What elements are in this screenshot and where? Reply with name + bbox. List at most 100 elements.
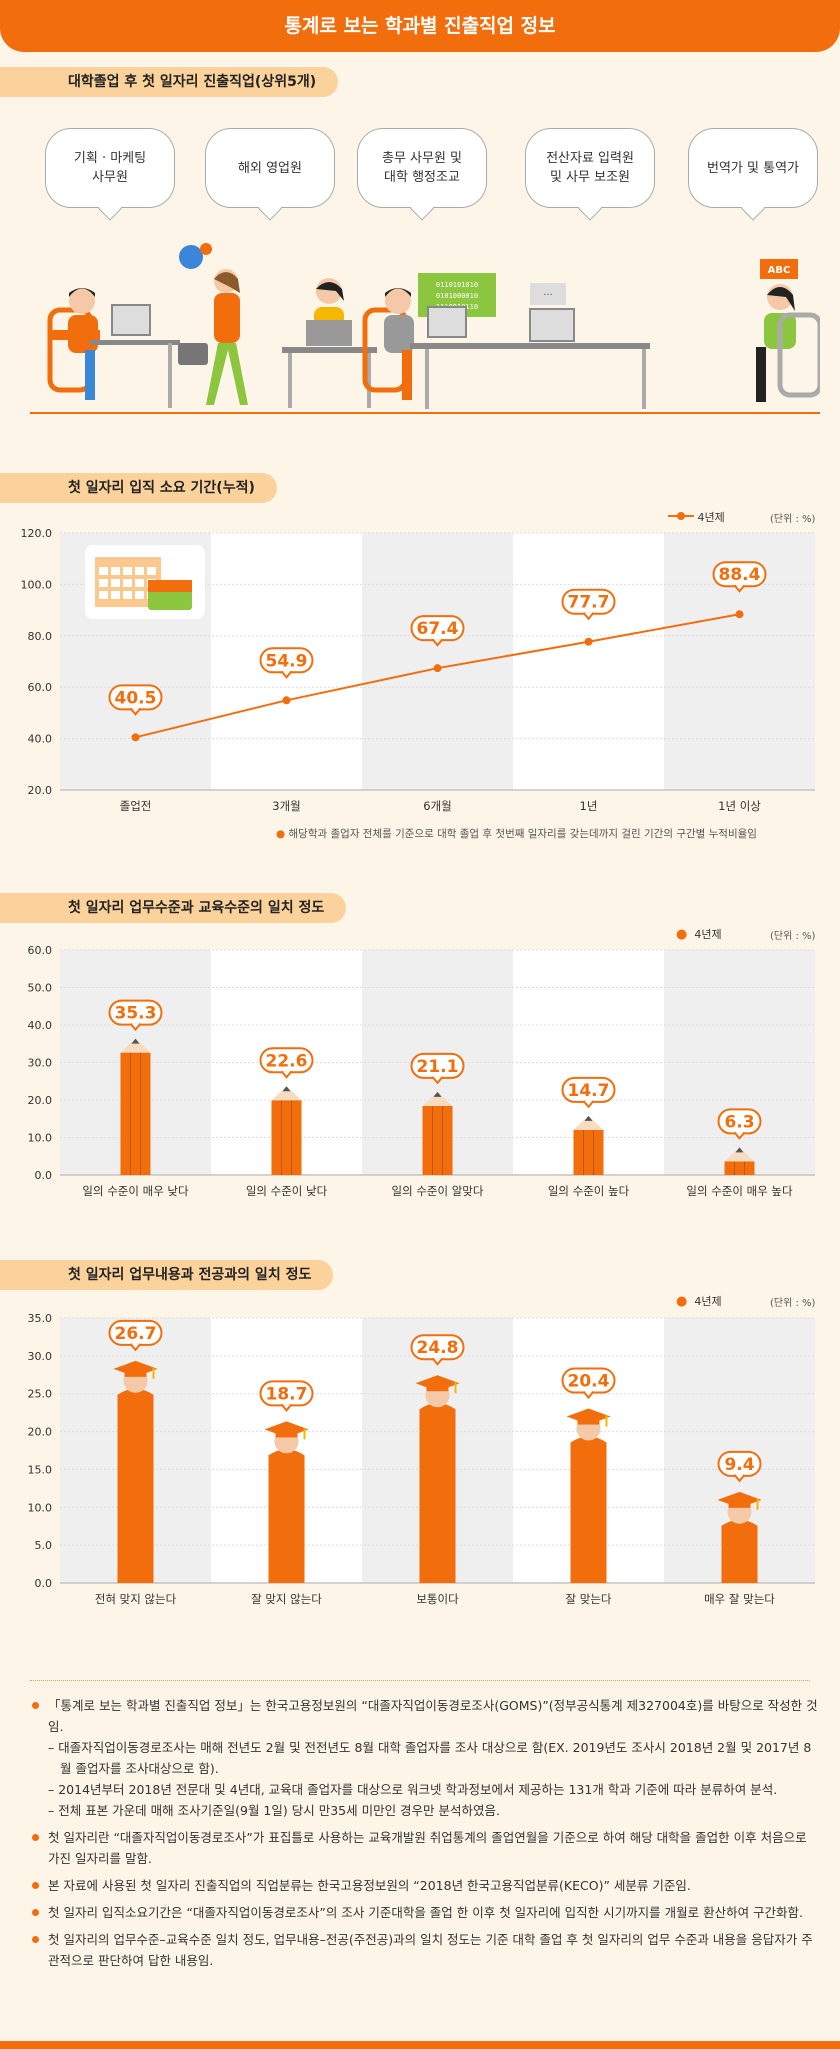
graduate-bar <box>113 1360 158 1583</box>
graduate-bar <box>717 1491 762 1583</box>
y-tick-label: 10.0 <box>28 1132 53 1145</box>
data-point <box>131 733 140 742</box>
x-tick-label: 잘 맞는다 <box>566 1592 612 1606</box>
job-bubble-4: 전산자료 입력원 및 사무 보조원 <box>525 128 655 208</box>
abc-badge: ABC <box>768 265 791 276</box>
note-text: 첫 일자리란 “대졸자직업이동경로조사”가 표집틀로 사용하는 교육개발원 취업… <box>48 1830 807 1866</box>
page-title: 통계로 보는 학과별 진출직업 정보 <box>0 0 840 52</box>
data-label-4: 6.3 <box>717 1108 762 1140</box>
data-label: 6.3 <box>724 1112 754 1132</box>
data-point <box>282 696 291 705</box>
y-tick-label: 40.0 <box>28 733 53 746</box>
note-item: 「통계로 보는 학과별 진출직업 정보」는 한국고용정보원의 “대졸자직업이동경… <box>30 1695 820 1821</box>
y-tick-label: 120.0 <box>21 527 53 540</box>
job-bubble-1: 기획 · 마케팅 사무원 <box>45 128 175 208</box>
data-point <box>433 664 442 673</box>
graduate-bar <box>566 1408 611 1583</box>
office-workers-illustration: 0110101010 0101000010 1110010110 ··· ABC <box>30 243 820 414</box>
y-tick-label: 20.0 <box>28 1426 53 1439</box>
data-label-3: 14.7 <box>561 1076 616 1109</box>
data-label: 18.7 <box>266 1384 308 1404</box>
note-text: 본 자료에 사용된 첫 일자리 진출직업의 직업분류는 한국고용정보원의 “20… <box>48 1878 691 1893</box>
y-tick-label: 30.0 <box>28 1057 53 1070</box>
binary-line-2: 0101000010 <box>436 292 478 300</box>
section-title-jobs: 대학졸업 후 첫 일자리 진출직업(상위5개) <box>0 67 339 97</box>
data-label: 88.4 <box>719 565 761 585</box>
legend-dot-icon: ● <box>676 927 688 942</box>
y-tick-label: 50.0 <box>28 982 53 995</box>
data-label: 77.7 <box>568 593 610 613</box>
data-label-0: 26.7 <box>108 1319 163 1352</box>
worker-icon-4: 0110101010 0101000010 1110010110 <box>362 273 650 409</box>
calendar-briefcase-icon <box>85 545 205 619</box>
x-tick-label: 일의 수준이 낮다 <box>246 1184 328 1198</box>
x-tick-label: 일의 수준이 매우 낮다 <box>82 1184 189 1198</box>
chart3-legend: ● 4년제 <box>676 1293 722 1309</box>
job-bubble-5: 번역가 및 통역가 <box>688 128 818 208</box>
y-tick-label: 0.0 <box>35 1169 53 1182</box>
y-tick-label: 60.0 <box>28 944 53 957</box>
y-tick-label: 5.0 <box>35 1539 53 1552</box>
chart1-unit: (단위 : %) <box>770 514 816 525</box>
data-label-2: 24.8 <box>410 1334 465 1366</box>
y-tick-label: 25.0 <box>28 1388 53 1401</box>
data-label: 54.9 <box>266 651 308 671</box>
legend-label: 4년제 <box>694 1295 722 1308</box>
data-label: 26.7 <box>115 1324 157 1344</box>
data-label-4: 88.4 <box>712 561 767 593</box>
data-label: 20.4 <box>568 1372 610 1392</box>
y-tick-label: 20.0 <box>28 784 53 797</box>
x-tick-label: 전혀 맞지 않는다 <box>95 1592 177 1606</box>
data-label: 9.4 <box>724 1455 754 1475</box>
data-label-3: 20.4 <box>561 1367 616 1400</box>
binary-line-1: 0110101010 <box>436 281 478 289</box>
note-subitem: – 2014년부터 2018년 전문대 및 4년대, 교육대 졸업자를 대상으로… <box>48 1782 778 1797</box>
data-label: 40.5 <box>115 688 157 708</box>
job-bubble-3: 총무 사무원 및 대학 행정조교 <box>357 128 487 208</box>
data-label-4: 9.4 <box>717 1450 762 1483</box>
section-title-chart2: 첫 일자리 업무수준과 교육수준의 일치 정도 <box>0 893 347 923</box>
note-text: 첫 일자리의 업무수준–교육수준 일치 정도, 업무내용–전공(주전공)과의 일… <box>48 1932 813 1968</box>
y-tick-label: 0.0 <box>35 1577 53 1590</box>
legend-dot-icon: ● <box>676 1294 688 1309</box>
worker-icon-5: ··· ABC <box>529 259 820 409</box>
legend-label: 4년제 <box>694 928 722 941</box>
data-label: 35.3 <box>115 1004 157 1024</box>
x-tick-label: 잘 맞지 않는다 <box>251 1592 322 1606</box>
data-point <box>735 610 744 619</box>
worker-icon-1 <box>47 288 180 408</box>
data-label-0: 40.5 <box>108 684 163 716</box>
band <box>513 533 664 790</box>
bottom-bar <box>0 2041 840 2049</box>
note-text: 첫 일자리 입직소요기간은 “대졸자직업이동경로조사”의 조사 기준대학을 졸업… <box>48 1905 804 1920</box>
y-tick-label: 20.0 <box>28 1094 53 1107</box>
note-item: 첫 일자리의 업무수준–교육수준 일치 정도, 업무내용–전공(주전공)과의 일… <box>30 1929 820 1971</box>
y-tick-label: 40.0 <box>28 1019 53 1032</box>
y-tick-label: 30.0 <box>28 1350 53 1363</box>
note-subitem: – 전체 표본 가운데 매해 조사기준일(9월 1일) 당시 만35세 미만인 … <box>48 1803 500 1818</box>
y-tick-label: 15.0 <box>28 1463 53 1476</box>
speech-dots: ··· <box>543 290 553 301</box>
divider <box>30 1680 810 1681</box>
chart-cumulative-entry-period: 20.0 40.0 60.0 80.0 100.0 120.0 졸업전 3개월 6개월 1년 1년 … <box>21 527 815 813</box>
note-text: 「통계로 보는 학과별 진출직업 정보」는 한국고용정보원의 “대졸자직업이동경… <box>48 1698 818 1734</box>
y-tick-label: 60.0 <box>28 681 53 694</box>
data-label-2: 67.4 <box>410 615 465 647</box>
graduate-bar <box>264 1421 309 1583</box>
note-item: 본 자료에 사용된 첫 일자리 진출직업의 직업분류는 한국고용정보원의 “20… <box>30 1875 820 1896</box>
graduate-bar <box>415 1375 460 1583</box>
chart3-unit: (단위 : %) <box>770 1298 816 1309</box>
y-tick-label: 100.0 <box>21 578 53 591</box>
data-label: 21.1 <box>417 1057 459 1077</box>
worker-icon-3 <box>282 278 377 408</box>
pencil-bar <box>573 1115 604 1175</box>
data-label: 22.6 <box>266 1051 308 1071</box>
x-tick-label: 보통이다 <box>416 1592 459 1606</box>
legend-label: 4년제 <box>697 511 725 524</box>
x-tick-label: 졸업전 <box>120 799 152 813</box>
data-label-0: 35.3 <box>108 999 163 1032</box>
x-tick-label: 일의 수준이 높다 <box>548 1184 630 1198</box>
data-label-2: 21.1 <box>410 1052 465 1085</box>
data-label-1: 18.7 <box>259 1380 314 1412</box>
pencil-bar <box>724 1147 755 1175</box>
